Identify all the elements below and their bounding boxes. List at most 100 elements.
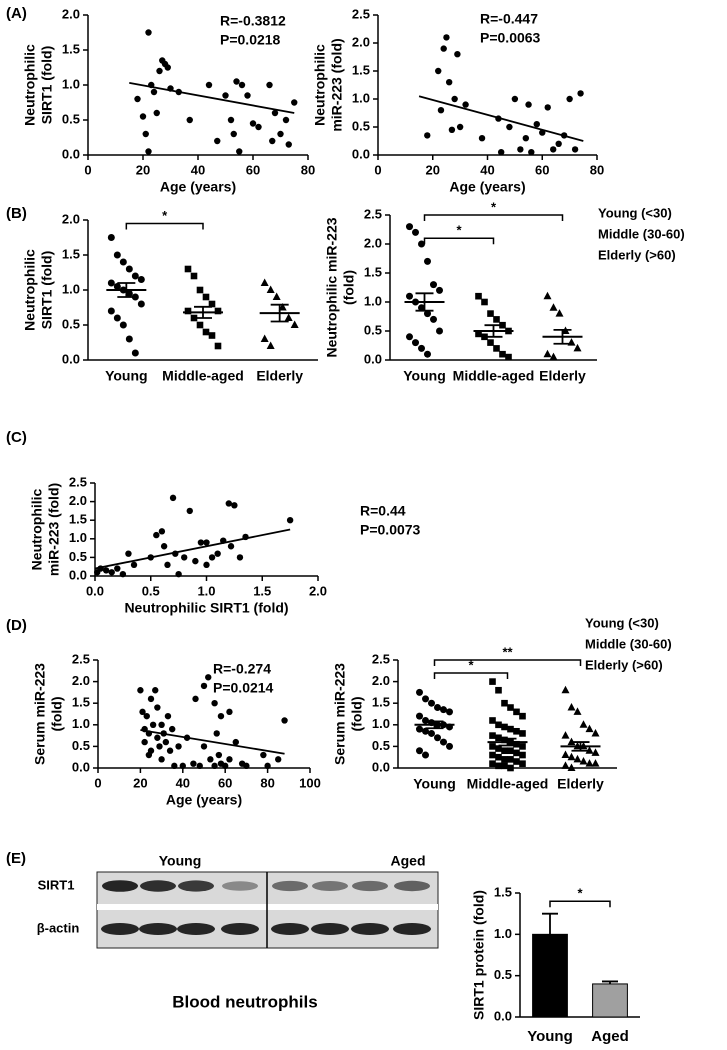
y-tick-label: 2.5 xyxy=(364,206,382,221)
blot-band xyxy=(140,880,176,892)
scatter-point xyxy=(169,725,176,733)
y-tick-label: 1.0 xyxy=(62,281,80,296)
dot-point xyxy=(422,751,429,759)
scatter-point xyxy=(154,734,161,741)
annotation: P=0.0214 xyxy=(213,680,274,696)
trend-line xyxy=(140,729,285,755)
scatter-point xyxy=(171,762,178,770)
x-tick-label: 60 xyxy=(218,775,232,790)
y-tick-label: 2.0 xyxy=(69,493,87,508)
dot-point xyxy=(487,339,494,346)
scatter-point xyxy=(149,721,157,728)
blot-band xyxy=(221,923,259,935)
blot-band xyxy=(139,923,177,935)
scatter-point xyxy=(179,762,186,770)
x-tick-label: 40 xyxy=(480,162,494,177)
dot-point xyxy=(489,732,496,739)
dot-point xyxy=(107,307,115,315)
y-tick-label: 1.0 xyxy=(352,90,370,105)
y-axis-label: miR-223 (fold) xyxy=(329,38,345,131)
scatter-point xyxy=(566,95,573,103)
western-blot xyxy=(96,871,439,949)
x-tick-label: 0 xyxy=(84,162,91,177)
sem-bar xyxy=(415,292,434,312)
trend-line xyxy=(418,95,584,142)
dot-point xyxy=(272,292,281,300)
annotation: R=0.44 xyxy=(360,503,406,519)
x-tick-label: Aged xyxy=(591,1028,629,1045)
significance-label: * xyxy=(491,199,497,214)
y-axis-label: Neutrophilic xyxy=(22,44,38,126)
scatter-point xyxy=(139,113,147,120)
blot-row-label: SIRT1 xyxy=(38,877,75,892)
dot-point xyxy=(543,349,552,358)
scatter-point xyxy=(451,95,458,103)
dot-point xyxy=(125,265,133,273)
blot-row-label: β-actin xyxy=(37,920,80,935)
scatter-point xyxy=(211,700,218,707)
dot-point xyxy=(495,745,502,752)
scatter-point xyxy=(125,550,132,557)
blot-band xyxy=(101,923,139,935)
dot-point xyxy=(507,764,514,772)
y-tick-label: 0.0 xyxy=(372,759,390,774)
scatter-point xyxy=(205,81,213,89)
dot-point xyxy=(489,678,496,685)
y-tick-label: 0.5 xyxy=(62,316,80,331)
scatter-point xyxy=(152,687,159,694)
dot-point xyxy=(495,686,502,694)
scatter-point xyxy=(154,704,161,711)
y-tick-label: 2.5 xyxy=(72,651,90,666)
dot-point xyxy=(131,349,139,357)
scatter-point xyxy=(141,738,148,746)
y-tick-label: 2.5 xyxy=(372,651,390,666)
dot-point xyxy=(507,747,514,755)
scatter-point xyxy=(102,567,110,574)
scatter-point xyxy=(226,756,233,763)
x-tick-label: Young xyxy=(413,776,456,792)
dot-point xyxy=(208,300,216,308)
panel-label: (D) xyxy=(6,617,27,634)
scatter-point xyxy=(571,146,579,153)
x-tick-label: 2.0 xyxy=(309,583,327,598)
y-tick-label: 1.0 xyxy=(494,926,512,941)
y-axis-label: SIRT1 (fold) xyxy=(39,251,55,330)
sem-bar xyxy=(553,328,572,345)
annotation: R=-0.274 xyxy=(213,661,271,677)
dot-point xyxy=(107,234,115,241)
dot-point xyxy=(190,272,198,280)
scatter-point xyxy=(192,695,199,703)
y-axis-label: miR-223 (fold) xyxy=(46,483,62,576)
annotation: P=0.0218 xyxy=(220,32,281,48)
y-tick-label: 0.5 xyxy=(494,967,512,982)
scatter-point xyxy=(200,682,208,690)
dot-point xyxy=(495,762,502,770)
scatter-point xyxy=(264,762,271,770)
dot-point xyxy=(137,300,145,308)
blot-band xyxy=(177,923,215,935)
y-tick-label: 1.0 xyxy=(364,293,382,308)
scatter-point xyxy=(517,146,524,153)
scatter-point xyxy=(217,712,225,720)
dot-point xyxy=(513,708,520,716)
scatter-point xyxy=(440,45,447,52)
dot-point xyxy=(513,749,520,757)
annotation: P=0.0063 xyxy=(480,30,541,46)
dot-point xyxy=(495,721,502,729)
dot-point xyxy=(290,320,299,328)
dot-point xyxy=(561,731,570,739)
scatter-point xyxy=(227,116,235,124)
x-tick-label: 80 xyxy=(590,162,604,177)
sem-bar xyxy=(117,282,136,298)
significance-bracket xyxy=(549,900,611,908)
scatter-point xyxy=(291,99,298,106)
dot-point xyxy=(214,342,222,350)
dot-point xyxy=(513,727,520,735)
y-tick-label: 2.0 xyxy=(62,211,80,226)
dot-point xyxy=(499,350,506,358)
dot-point xyxy=(418,344,425,352)
dot-point xyxy=(131,272,139,280)
scatter-point xyxy=(269,137,276,145)
dot-point xyxy=(519,743,526,750)
y-axis-label: Neutrophilic miR-223 xyxy=(324,217,340,357)
